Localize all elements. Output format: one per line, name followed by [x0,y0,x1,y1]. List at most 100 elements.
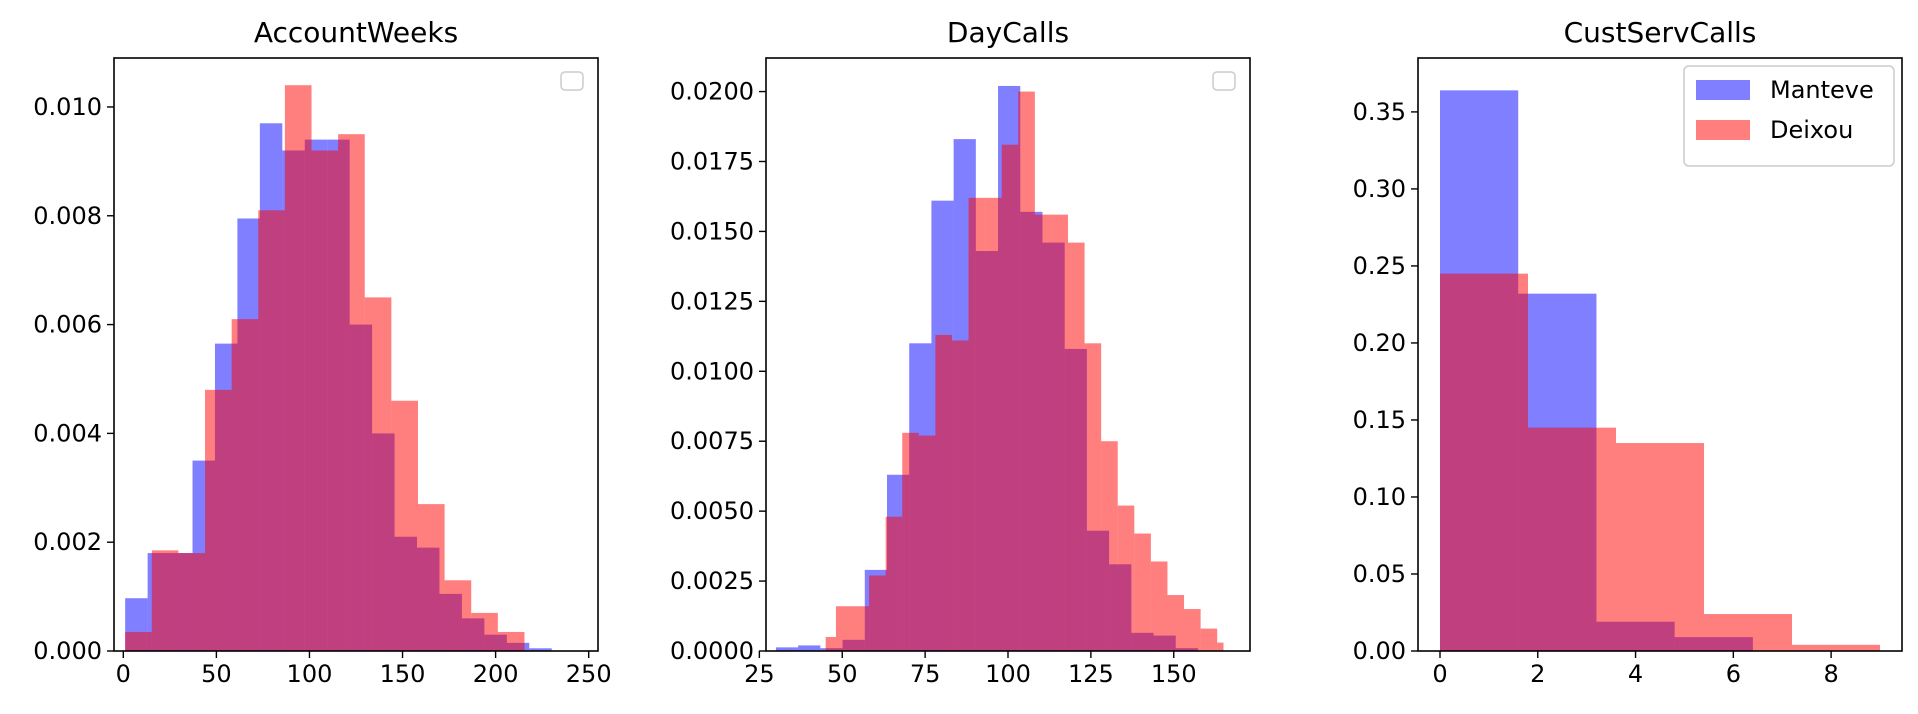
histogram-bar [1034,214,1052,651]
histogram-bar [417,504,445,651]
histogram-bar [1117,505,1135,651]
subplot-1: 0 50 100 150 200 250 0.000 0.002 0.004 0.006 0.008… [33,16,611,688]
histogram-bar [825,637,836,651]
legend-swatch [1696,120,1750,140]
histogram-bar [1704,614,1792,651]
histogram-bar [968,197,986,651]
bars-group [1440,90,1880,651]
histogram-bar [258,210,285,651]
bars-group [775,85,1224,651]
histogram-bar [1101,441,1118,651]
x-tick-label: 100 [985,660,1031,688]
histogram-bar [391,400,418,651]
histogram-bar [775,647,799,651]
histogram-bar [951,340,969,651]
legend-label: Manteve [1770,76,1874,104]
chart-title: AccountWeeks [254,16,458,49]
bars-group [125,85,552,651]
y-tick-label: 0.0075 [670,427,754,455]
histogram-bar [284,85,312,651]
histogram-bar [205,389,232,651]
axes-frame [1417,57,1903,652]
y-tick-label: 0.008 [33,202,102,230]
chart-title: CustServCalls [1564,16,1757,49]
axes-frame [113,57,599,652]
y-tick-label: 0.0100 [670,357,754,385]
histogram-bar [231,319,259,651]
x-tick-label: 125 [1068,660,1114,688]
x-tick-label: 150 [1151,660,1197,688]
histogram-bar [1184,609,1201,651]
y-tick-label: 0.30 [1353,175,1406,203]
histogram-bar [1001,144,1019,651]
x-tick-label: 100 [287,660,333,688]
histogram-bar [852,606,870,651]
x-tick-label: 25 [744,660,775,688]
histogram-bar [338,134,365,651]
y-tick-label: 0.0175 [670,147,754,175]
y-tick-label: 0.15 [1353,406,1406,434]
y-tick-label: 0.0125 [670,287,754,315]
histogram-bar [151,550,179,651]
y-tick-label: 0.002 [33,528,102,556]
histogram-bar [1051,214,1069,651]
histogram-bar [1134,533,1151,651]
histogram-bar [1528,427,1616,651]
histogram-bar [1616,443,1704,651]
y-tick-label: 0.35 [1353,98,1406,126]
y-tick-label: 0.0150 [670,217,754,245]
y-tick-label: 0.20 [1353,329,1406,357]
y-tick-label: 0.000 [33,637,102,665]
histogram-bar [869,575,886,651]
legend: Manteve Deixou [1683,65,1895,167]
histogram-bar [798,645,821,651]
y-tick-label: 0.006 [33,311,102,339]
histogram-bar [471,612,498,651]
histogram-bar [529,648,552,651]
x-tick-label: 150 [380,660,426,688]
histogram-bar [1150,561,1168,651]
histogram-bar [902,432,919,651]
histogram-bar [885,516,903,651]
histogram-bar [311,150,339,651]
x-tick-label: 8 [1823,660,1838,688]
x-tick-label: 50 [827,660,858,688]
x-tick-label: 75 [910,660,941,688]
x-tick-label: 0 [116,660,131,688]
histogram-bar [178,553,206,651]
y-tick-label: 0.0200 [670,78,754,106]
histogram-bar [1084,343,1102,651]
histogram-bar [835,606,853,651]
legend-empty-box [560,71,584,91]
histogram-bar [364,297,392,651]
legend-swatch [1696,80,1750,100]
histogram-bar [1217,642,1224,651]
x-tick-label: 0 [1432,660,1447,688]
x-tick-label: 50 [201,660,232,688]
x-tick-label: 250 [566,660,612,688]
histogram-bar [444,580,472,651]
chart-title: DayCalls [947,16,1069,49]
x-tick-label: 6 [1726,660,1741,688]
y-tick-label: 0.05 [1353,560,1406,588]
legend-label: Deixou [1770,116,1853,144]
histogram-bar [1200,628,1218,651]
y-tick-label: 0.25 [1353,252,1406,280]
histogram-bar [985,197,1002,651]
x-tick-label: 200 [473,660,519,688]
histogram-bar [1068,242,1085,651]
y-tick-label: 0.10 [1353,483,1406,511]
y-tick-label: 0.0050 [670,497,754,525]
x-tick-label: 2 [1530,660,1545,688]
legend-empty-box [1212,71,1236,91]
histogram-bar [1792,644,1880,651]
y-tick-label: 0.0025 [670,567,754,595]
histogram-bar [497,631,525,651]
subplot-3: 0 2 4 6 8 0.00 0.05 0.10 0.15 0.20 0.25 0.30 0.35 Cus… [1353,16,1903,688]
y-tick-label: 0.004 [33,419,102,447]
histogram-bar [1440,273,1528,651]
y-tick-label: 0.00 [1353,637,1406,665]
histogram-bar [935,334,952,651]
y-tick-label: 0.010 [33,93,102,121]
